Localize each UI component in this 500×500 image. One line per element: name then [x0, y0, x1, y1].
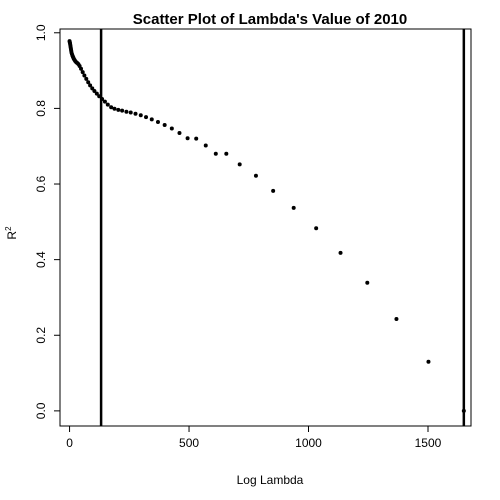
data-point: [88, 83, 93, 88]
data-point: [84, 76, 89, 81]
data-point: [90, 86, 95, 91]
data-point: [253, 173, 258, 178]
x-tick-label: 0: [66, 436, 73, 450]
x-axis: 0 500 1000 1500: [66, 426, 442, 450]
y-tick-label: 0.4: [34, 251, 48, 268]
data-point: [162, 123, 167, 128]
data-point: [94, 91, 99, 96]
data-point: [100, 96, 105, 101]
data-point: [112, 106, 117, 111]
data-point: [177, 130, 182, 135]
data-point: [109, 105, 114, 110]
data-point: [426, 359, 431, 364]
data-point: [314, 226, 319, 231]
data-point: [138, 113, 143, 118]
data-point: [82, 73, 87, 78]
data-point: [124, 109, 129, 114]
data-points: [67, 39, 466, 413]
data-point: [102, 99, 107, 104]
data-point: [291, 205, 296, 210]
data-point: [80, 70, 85, 75]
data-point: [86, 80, 91, 85]
y-axis-label: R2: [4, 226, 19, 240]
y-axis: 0.0 0.2 0.4 0.6 0.8 1.0: [34, 24, 60, 419]
plot-frame: [59, 28, 472, 427]
data-point: [194, 136, 199, 141]
data-point: [79, 66, 84, 71]
x-axis-label: Log Lambda: [237, 473, 304, 487]
data-point: [461, 408, 466, 413]
data-point: [203, 143, 208, 148]
data-point: [271, 188, 276, 193]
chart-title: Scatter Plot of Lambda's Value of 2010: [133, 11, 408, 28]
y-axis-label-group: R2: [4, 226, 19, 240]
data-point: [144, 115, 149, 120]
y-tick-label: 0.8: [34, 100, 48, 117]
data-point: [105, 102, 110, 107]
data-point: [224, 151, 229, 156]
data-point: [128, 110, 133, 115]
data-point: [394, 316, 399, 321]
data-point: [338, 250, 343, 255]
data-point: [185, 136, 190, 141]
data-point: [237, 162, 242, 167]
y-tick-label: 1.0: [34, 24, 48, 41]
data-point: [116, 107, 121, 112]
reference-lines: [99, 29, 466, 426]
data-point: [92, 89, 97, 94]
data-point: [97, 94, 102, 99]
data-point: [169, 126, 174, 131]
data-point: [133, 111, 138, 116]
data-point: [120, 108, 125, 113]
y-axis-label-superscript: 2: [4, 226, 13, 231]
y-tick-label: 0.2: [34, 327, 48, 344]
x-tick-label: 500: [179, 436, 199, 450]
x-tick-label: 1000: [295, 436, 322, 450]
data-point: [149, 117, 154, 122]
data-point: [365, 280, 370, 285]
data-point: [155, 120, 160, 125]
y-tick-label: 0.6: [34, 175, 48, 192]
y-axis-label-base: R: [5, 231, 19, 240]
x-tick-label: 1500: [415, 436, 442, 450]
data-point: [213, 151, 218, 156]
y-tick-label: 0.0: [34, 402, 48, 419]
